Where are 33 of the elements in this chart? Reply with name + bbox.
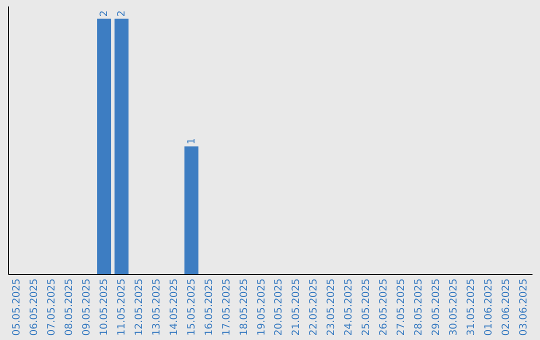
x-tick-label: 03.06.2025 bbox=[518, 278, 530, 336]
x-tick-label: 20.05.2025 bbox=[274, 278, 285, 336]
x-tick-label: 30.05.2025 bbox=[448, 278, 460, 336]
x-tick-label: 27.05.2025 bbox=[396, 278, 407, 336]
x-tick-label: 24.05.2025 bbox=[344, 278, 355, 336]
x-tick-label: 02.06.2025 bbox=[500, 278, 512, 336]
x-tick-label: 15.05.2025 bbox=[186, 278, 198, 336]
x-tick-label: 19.05.2025 bbox=[256, 278, 268, 336]
x-tick-label: 08.05.2025 bbox=[64, 278, 76, 336]
x-tick-label: 22.05.2025 bbox=[308, 278, 320, 336]
x-tick-label: 23.05.2025 bbox=[326, 278, 338, 336]
x-tick-label: 26.05.2025 bbox=[378, 278, 390, 336]
data-label: 2 bbox=[116, 10, 128, 17]
x-tick-label: 11.05.2025 bbox=[116, 278, 128, 336]
x-tick-label: 07.05.2025 bbox=[46, 278, 58, 336]
x-tick-label: 28.05.2025 bbox=[413, 278, 424, 336]
x-tick-label: 21.05.2025 bbox=[291, 278, 302, 336]
x-tick-label: 09.05.2025 bbox=[82, 278, 93, 336]
x-tick-label: 06.05.2025 bbox=[29, 278, 40, 336]
x-tick-label: 29.05.2025 bbox=[430, 278, 442, 336]
x-tick-label: 18.05.2025 bbox=[238, 278, 250, 336]
x-tick-label: 25.05.2025 bbox=[361, 278, 372, 336]
x-tick-label: 13.05.2025 bbox=[151, 278, 162, 336]
x-tick-label: 31.05.2025 bbox=[466, 278, 477, 336]
x-tick-label: 10.05.2025 bbox=[99, 278, 110, 336]
x-tick-label: 17.05.2025 bbox=[221, 278, 232, 336]
data-label: 1 bbox=[186, 138, 198, 144]
x-tick-label: 12.05.2025 bbox=[134, 278, 145, 336]
data-label: 2 bbox=[99, 10, 110, 17]
x-tick-label: 14.05.2025 bbox=[168, 278, 180, 336]
x-tick-label: 05.05.2025 bbox=[12, 278, 23, 336]
x-tick-label: 01.06.2025 bbox=[483, 278, 494, 336]
x-tick-label: 16.05.2025 bbox=[204, 278, 215, 336]
